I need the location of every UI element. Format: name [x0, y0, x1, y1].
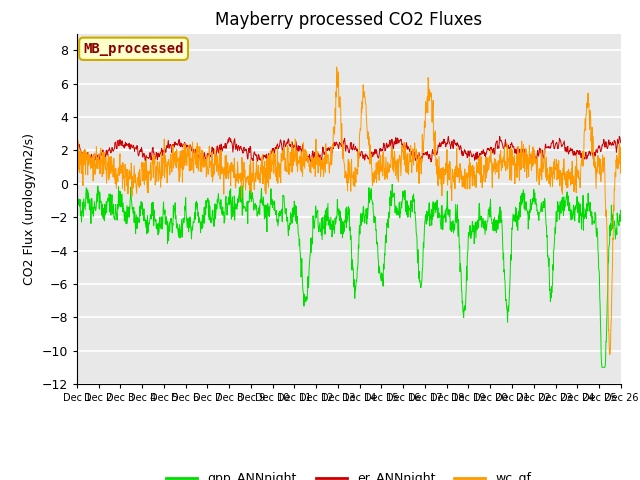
- Y-axis label: CO2 Flux (urology/m2/s): CO2 Flux (urology/m2/s): [23, 133, 36, 285]
- er_ANNnight: [325, 145, 333, 151]
- wc_gf: [315, 156, 323, 162]
- wc_gf: [605, 352, 613, 358]
- gpp_ANNnight: [598, 364, 606, 370]
- er_ANNnight: [316, 153, 323, 158]
- wc_gf: [333, 64, 340, 70]
- wc_gf: [73, 167, 81, 173]
- gpp_ANNnight: [137, 199, 145, 204]
- Line: gpp_ANNnight: gpp_ANNnight: [77, 184, 621, 367]
- gpp_ANNnight: [73, 185, 81, 191]
- Line: er_ANNnight: er_ANNnight: [77, 136, 621, 163]
- er_ANNnight: [137, 149, 145, 155]
- wc_gf: [137, 174, 145, 180]
- er_ANNnight: [383, 140, 390, 146]
- wc_gf: [115, 168, 123, 174]
- er_ANNnight: [199, 160, 207, 166]
- er_ANNnight: [304, 154, 312, 159]
- wc_gf: [304, 160, 312, 166]
- Legend: gpp_ANNnight, er_ANNnight, wc_gf: gpp_ANNnight, er_ANNnight, wc_gf: [161, 468, 536, 480]
- gpp_ANNnight: [315, 229, 323, 235]
- Line: wc_gf: wc_gf: [77, 67, 621, 355]
- gpp_ANNnight: [115, 199, 123, 205]
- er_ANNnight: [617, 140, 625, 145]
- er_ANNnight: [73, 142, 81, 148]
- er_ANNnight: [616, 133, 623, 139]
- wc_gf: [617, 161, 625, 167]
- er_ANNnight: [115, 143, 123, 149]
- wc_gf: [383, 168, 390, 174]
- gpp_ANNnight: [388, 181, 396, 187]
- gpp_ANNnight: [617, 208, 625, 214]
- gpp_ANNnight: [325, 215, 333, 221]
- Text: MB_processed: MB_processed: [83, 42, 184, 56]
- Title: Mayberry processed CO2 Fluxes: Mayberry processed CO2 Fluxes: [215, 11, 483, 29]
- gpp_ANNnight: [304, 287, 312, 292]
- gpp_ANNnight: [383, 240, 390, 245]
- wc_gf: [325, 156, 333, 162]
